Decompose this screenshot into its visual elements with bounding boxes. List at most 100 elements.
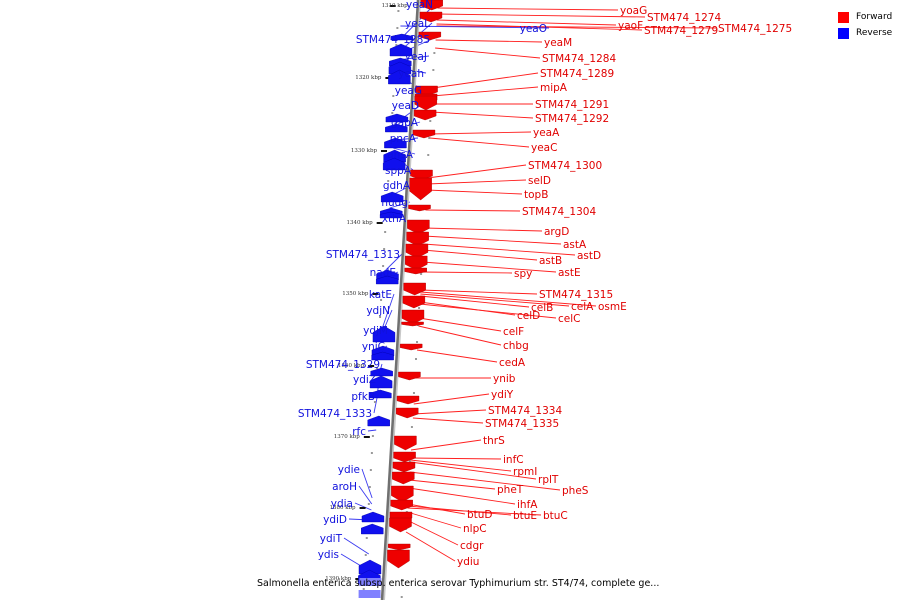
gene-label-ydiT[interactable]: ydiT xyxy=(320,533,343,545)
gene-label-yeah[interactable]: yeah xyxy=(398,68,424,80)
leader-line xyxy=(429,131,532,135)
gene-label-celB[interactable]: celB xyxy=(531,302,553,314)
gene-label-ansA[interactable]: ansA xyxy=(387,149,414,161)
gene-label-STM474_1313[interactable]: STM474_1313 xyxy=(326,249,400,261)
gene-label-STM474_1289[interactable]: STM474_1289 xyxy=(540,68,614,80)
forward-gene xyxy=(387,549,410,569)
gene-label-ynib[interactable]: ynib xyxy=(493,373,516,385)
gene-label-celD[interactable]: celD xyxy=(517,310,540,322)
scale-label: 1330 kbp xyxy=(351,148,378,154)
gene-label-ydiu[interactable]: ydiu xyxy=(457,556,479,568)
gene-label-astA[interactable]: astA xyxy=(563,239,587,251)
gene-label-cdgr[interactable]: cdgr xyxy=(460,540,484,552)
gene-label-yeaC[interactable]: yeaC xyxy=(531,142,557,154)
gene-label-yniC[interactable]: yniC xyxy=(362,341,385,353)
leader-line xyxy=(410,457,502,460)
gene-label-sppA[interactable]: sppA xyxy=(385,165,412,177)
gene-label-STM474_1304[interactable]: STM474_1304 xyxy=(522,206,596,218)
gene-label-STM474_1329[interactable]: STM474_1329 xyxy=(306,359,380,371)
gene-label-ydia[interactable]: ydia xyxy=(331,498,353,510)
gene-label-rpmI[interactable]: rpmI xyxy=(513,466,537,478)
gene-label-btuE[interactable]: btuE xyxy=(513,510,537,522)
leader-line xyxy=(410,459,512,472)
gene-label-STM474_1300[interactable]: STM474_1300 xyxy=(528,160,602,172)
gene-label-infC[interactable]: infC xyxy=(503,454,524,466)
gene-label-osmE[interactable]: osmE xyxy=(598,301,627,313)
gene-label-katE[interactable]: katE xyxy=(369,289,392,301)
gene-label-STM474_1291[interactable]: STM474_1291 xyxy=(535,99,609,111)
leader-lines xyxy=(340,3,717,571)
gene-label-pheS[interactable]: pheS xyxy=(562,485,589,497)
gene-label-STM474_1333[interactable]: STM474_1333 xyxy=(298,408,372,420)
gene-label-STM474_1279[interactable]: STM474_1279 xyxy=(644,25,718,37)
gene-label-rplT[interactable]: rplT xyxy=(538,474,559,486)
gene-label-thrS[interactable]: thrS xyxy=(483,435,505,447)
reverse-gene xyxy=(369,375,393,389)
gene-label-celC[interactable]: celC xyxy=(558,313,580,325)
gene-label-btuC[interactable]: btuC xyxy=(543,510,568,522)
gene-label-topB[interactable]: topB xyxy=(524,189,548,201)
gene-label-ydjM[interactable]: ydjM xyxy=(363,325,388,337)
gene-label-xthA[interactable]: xthA xyxy=(382,213,407,225)
gene-label-STM474_1274[interactable]: STM474_1274 xyxy=(647,12,721,24)
gene-label-btuD[interactable]: btuD xyxy=(467,509,493,521)
gene-label-STM474_1315[interactable]: STM474_1315 xyxy=(539,289,613,301)
gene-label-ihfA[interactable]: ihfA xyxy=(517,499,538,511)
reverse-gene xyxy=(358,590,381,598)
gene-label-STM474_1284[interactable]: STM474_1284 xyxy=(542,53,616,65)
gene-label-rfc[interactable]: rfc xyxy=(352,426,366,438)
gene-label-yeaM[interactable]: yeaM xyxy=(544,37,572,49)
gene-label-celF[interactable]: celF xyxy=(503,326,524,338)
gene-label-ydis[interactable]: ydis xyxy=(318,549,339,561)
gene-label-yeaD[interactable]: yeaD xyxy=(392,100,419,112)
gene-label-ydiD[interactable]: ydiD xyxy=(323,514,347,526)
gene-label-yaoF[interactable]: yaoF xyxy=(618,20,643,32)
leader-line xyxy=(408,487,516,505)
gene-label-argD[interactable]: argD xyxy=(544,226,569,238)
gene-label-STM474_1292[interactable]: STM474_1292 xyxy=(535,113,609,125)
gene-label-celA[interactable]: celA xyxy=(571,301,594,313)
gene-label-STM474_1334[interactable]: STM474_1334 xyxy=(488,405,562,417)
gene-label-yeaG[interactable]: yeaG xyxy=(395,85,422,97)
gene-label-astB[interactable]: astB xyxy=(539,255,562,267)
gene-label-pncA[interactable]: pncA xyxy=(390,133,417,145)
gene-label-pfkB[interactable]: pfkB xyxy=(351,391,375,403)
leader-line xyxy=(419,303,557,319)
gene-label-STM474_1335[interactable]: STM474_1335 xyxy=(485,418,559,430)
gene-label-cedA[interactable]: cedA xyxy=(499,357,526,369)
gene-label-astD[interactable]: astD xyxy=(577,250,601,262)
gene-label-spy[interactable]: spy xyxy=(514,268,532,280)
gene-label-yeaJ[interactable]: yeaJ xyxy=(405,51,427,63)
leader-line xyxy=(406,519,459,546)
gene-label-nadE[interactable]: nadE xyxy=(370,267,396,279)
gene-label-ydjN[interactable]: ydjN xyxy=(366,305,390,317)
gene-label-yeaN[interactable]: yeaN xyxy=(406,0,433,11)
gene-label-yeaA[interactable]: yeaA xyxy=(533,127,560,139)
gene-label-ydiZ[interactable]: ydiZ xyxy=(353,374,376,386)
gene-label-astE[interactable]: astE xyxy=(558,267,581,279)
gene-label-yoaG[interactable]: yoaG xyxy=(620,5,647,17)
gene-label-STM474_1275[interactable]: STM474_1275 xyxy=(718,23,792,35)
leader-line xyxy=(436,25,717,29)
gene-label-mipA[interactable]: mipA xyxy=(540,82,568,94)
legend: Forward Reverse xyxy=(838,9,892,41)
leader-line xyxy=(422,249,538,261)
gene-label-selD[interactable]: selD xyxy=(528,175,551,187)
legend-item-reverse[interactable]: Reverse xyxy=(838,25,892,41)
gene-label-pheT[interactable]: pheT xyxy=(497,484,524,496)
gene-label-ydiY[interactable]: ydiY xyxy=(491,389,514,401)
gene-label-yeaL[interactable]: yeaL xyxy=(405,18,430,30)
leader-line xyxy=(416,349,498,363)
legend-item-forward[interactable]: Forward xyxy=(838,9,892,25)
leader-line xyxy=(437,7,619,11)
gene-label-nlpC[interactable]: nlpC xyxy=(463,523,487,535)
gene-label-chbg[interactable]: chbg xyxy=(503,340,529,352)
gene-label-nudg[interactable]: nudg xyxy=(381,197,408,209)
gene-label-aroH[interactable]: aroH xyxy=(332,481,357,493)
gene-label-ydie[interactable]: ydie xyxy=(338,464,360,476)
gene-label-gdhA[interactable]: gdhA xyxy=(383,180,411,192)
gene-label-STM474_1285[interactable]: STM474_1285 xyxy=(356,34,430,46)
gene-label-yeaO[interactable]: yeaO xyxy=(520,23,547,35)
forward-gene xyxy=(387,543,411,551)
gene-label-gapA[interactable]: gapA xyxy=(391,117,419,129)
